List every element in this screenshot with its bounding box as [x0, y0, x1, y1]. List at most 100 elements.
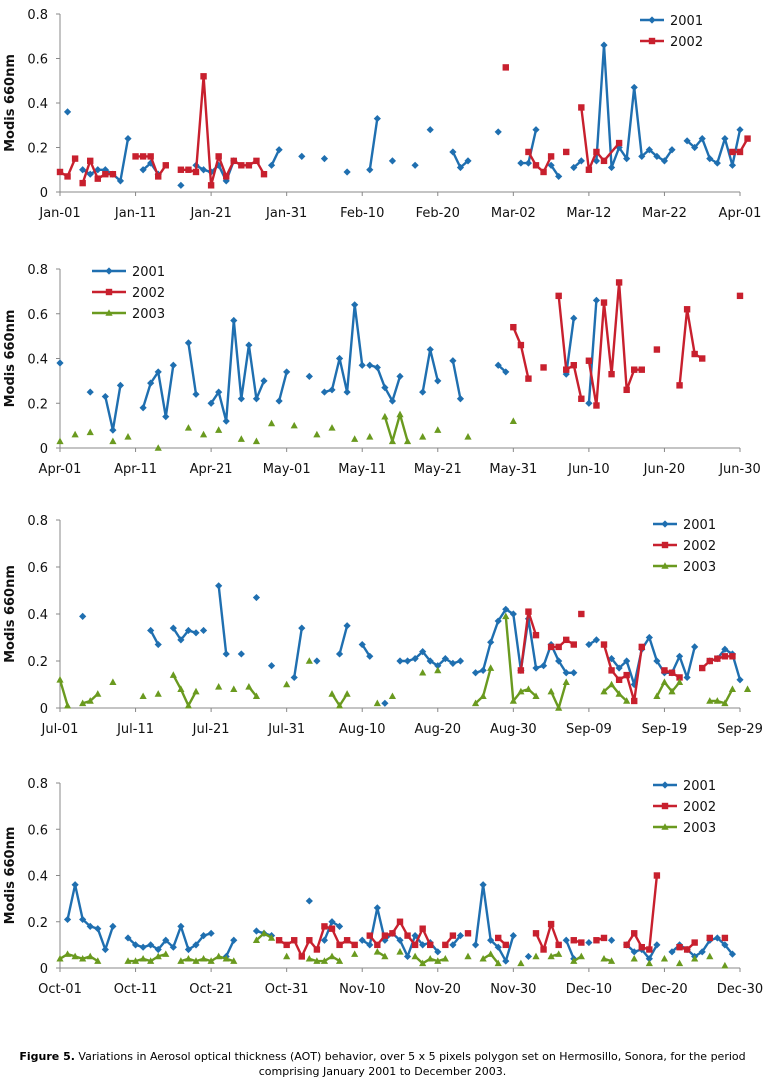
- data-point-2003: [615, 690, 623, 697]
- data-point-2003: [245, 683, 253, 690]
- legend-marker-2003: [661, 562, 669, 569]
- data-point-2002: [653, 872, 661, 879]
- series-line-2001: [421, 348, 439, 393]
- data-point-2001: [101, 945, 109, 954]
- data-point-2003: [215, 952, 223, 960]
- data-point-2003: [388, 692, 397, 700]
- data-point-2003: [721, 699, 729, 707]
- data-point-2002: [623, 386, 630, 394]
- y-tick-label: 0.6: [27, 561, 48, 576]
- data-point-2002: [578, 939, 585, 946]
- data-point-2003: [487, 950, 495, 957]
- data-point-2001: [388, 157, 397, 165]
- data-point-2001: [638, 152, 646, 160]
- series-2001: [56, 296, 601, 434]
- data-point-2001: [434, 662, 442, 670]
- data-point-2001: [373, 114, 381, 123]
- data-point-2001: [585, 640, 593, 649]
- series-line-2001: [293, 627, 303, 678]
- data-point-2002: [593, 937, 600, 944]
- series-line-2001: [104, 385, 122, 432]
- data-point-2003: [154, 444, 162, 451]
- data-point-2001: [698, 948, 706, 956]
- legend-marker-2002: [105, 288, 113, 296]
- data-point-2002: [736, 148, 744, 156]
- data-point-2001: [184, 945, 193, 954]
- data-point-2001: [343, 168, 351, 176]
- data-point-2001: [207, 929, 215, 937]
- series-line-2003: [655, 680, 681, 697]
- data-point-2001: [237, 650, 245, 658]
- data-point-2002: [668, 669, 676, 676]
- data-point-2002: [260, 171, 268, 178]
- y-tick-label: 0.4: [27, 353, 48, 368]
- data-point-2001: [252, 593, 261, 602]
- data-point-2001: [441, 655, 449, 663]
- data-point-2002: [563, 636, 570, 644]
- figure-caption: Figure 5. Variations in Aerosol optical …: [0, 1049, 765, 1079]
- data-point-2001: [222, 650, 230, 658]
- data-point-2002: [540, 168, 547, 176]
- data-point-2002: [570, 641, 577, 648]
- data-point-2001: [494, 361, 502, 369]
- data-point-2002: [192, 168, 200, 176]
- data-point-2002: [517, 667, 525, 674]
- data-point-2002: [585, 166, 593, 173]
- data-point-2003: [328, 952, 336, 960]
- series-2003: [56, 410, 517, 451]
- data-point-2001: [434, 377, 442, 385]
- data-point-2003: [56, 676, 64, 683]
- data-point-2001: [456, 932, 465, 940]
- data-point-2001: [139, 943, 147, 951]
- x-tick-label: Jun-10: [567, 462, 610, 477]
- data-point-2002: [540, 946, 547, 953]
- data-point-2002: [132, 153, 139, 160]
- data-point-2001: [434, 948, 442, 956]
- data-point-2003: [607, 957, 616, 964]
- data-point-2001: [456, 395, 465, 403]
- series-2003: [56, 612, 752, 711]
- data-point-2001: [577, 157, 585, 165]
- data-point-2001: [721, 135, 729, 143]
- y-axis-title: Modis 660nm: [3, 565, 18, 663]
- data-point-2001: [630, 83, 638, 92]
- data-point-2001: [267, 662, 276, 670]
- data-point-2003: [177, 685, 185, 692]
- data-point-2001: [464, 157, 472, 165]
- data-point-2002: [600, 641, 608, 648]
- data-point-2001: [124, 135, 132, 143]
- data-point-2002: [442, 941, 449, 949]
- data-point-2001: [683, 673, 691, 682]
- data-point-2001: [335, 922, 344, 930]
- data-point-2002: [676, 382, 683, 389]
- data-point-2002: [525, 148, 532, 156]
- data-point-2003: [479, 692, 487, 700]
- x-tick-label: Nov-20: [415, 982, 461, 997]
- series-line-2001: [368, 118, 379, 170]
- data-point-2001: [562, 370, 570, 378]
- y-axis-title: Modis 660nm: [3, 827, 18, 925]
- legend-label-2001: 2001: [683, 518, 716, 533]
- y-tick-label: 0.6: [27, 823, 48, 838]
- data-point-2003: [532, 952, 540, 960]
- data-point-2002: [351, 941, 358, 949]
- legend-label-2002: 2002: [132, 286, 165, 301]
- data-point-2001: [660, 157, 669, 165]
- data-point-2002: [275, 937, 283, 944]
- data-point-2001: [471, 669, 480, 677]
- data-point-2003: [675, 678, 684, 685]
- data-point-2001: [169, 943, 177, 951]
- data-point-2002: [699, 355, 706, 362]
- data-point-2001: [275, 397, 283, 405]
- data-point-2002: [683, 946, 691, 953]
- data-point-2003: [373, 699, 381, 707]
- data-point-2001: [86, 388, 94, 396]
- data-point-2001: [109, 922, 117, 930]
- data-point-2001: [335, 354, 344, 363]
- data-point-2001: [373, 363, 381, 372]
- series-line-2003: [550, 681, 568, 710]
- data-point-2001: [668, 146, 676, 154]
- data-point-2002: [676, 943, 683, 951]
- y-tick-label: 0.2: [27, 397, 48, 412]
- data-point-2002: [155, 173, 162, 180]
